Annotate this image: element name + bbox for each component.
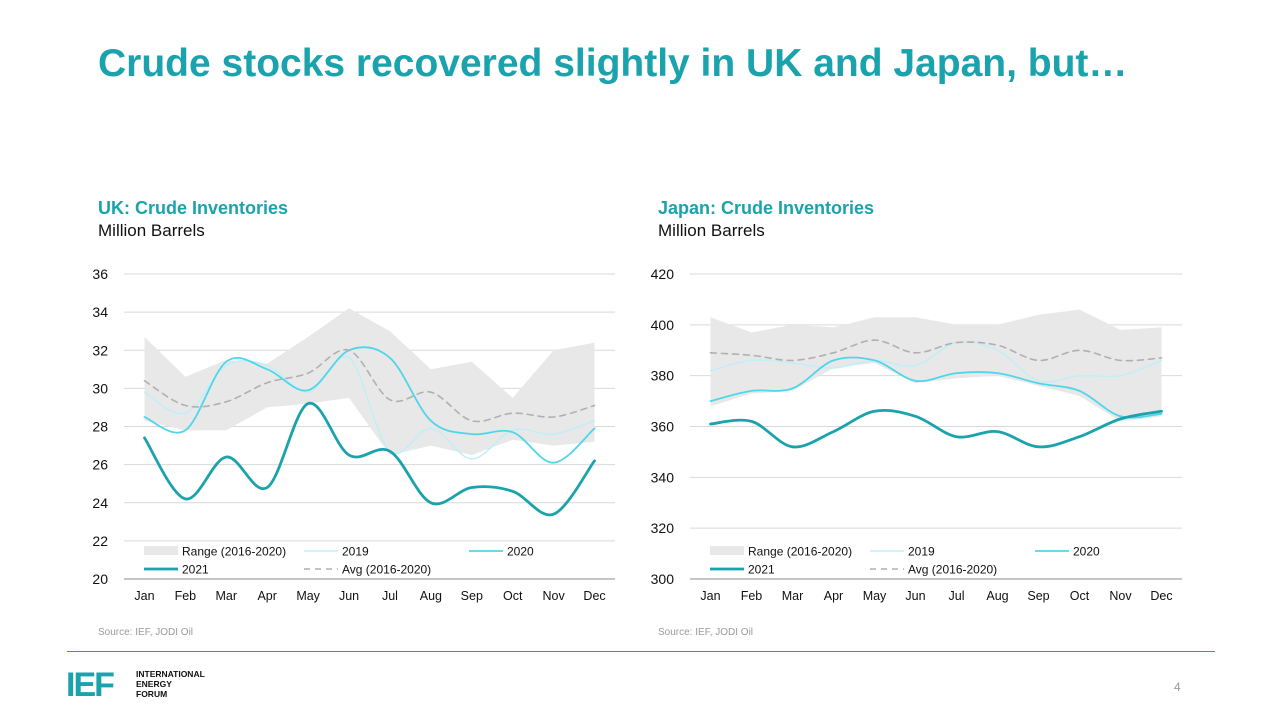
legend-label: 2019: [908, 545, 935, 559]
series-line-2021: [143, 402, 596, 517]
x-tick-label: Jul: [382, 589, 398, 603]
x-tick-label: Feb: [175, 589, 197, 603]
series-line-2019: [143, 355, 596, 460]
x-tick-label: Aug: [986, 589, 1008, 603]
japan-chart-title: Japan: Crude Inventories: [658, 198, 875, 218]
series-line-2020: [709, 356, 1163, 419]
x-tick-label: Nov: [1109, 589, 1132, 603]
logo-line: INTERNATIONAL: [136, 669, 205, 679]
x-tick-label: Mar: [782, 589, 804, 603]
y-tick-label: 26: [92, 457, 108, 473]
y-tick-label: 28: [92, 419, 108, 435]
legend-label: Avg (2016-2020): [908, 563, 997, 577]
legend-label: 2021: [182, 563, 209, 577]
x-tick-label: Mar: [216, 589, 238, 603]
x-tick-label: Jan: [134, 589, 154, 603]
legend-swatch-range: [710, 546, 744, 555]
japan-chart-subtitle: Million Barrels: [658, 221, 765, 240]
x-tick-label: Jan: [700, 589, 720, 603]
x-tick-label: May: [296, 589, 320, 603]
legend-swatch-range: [144, 546, 178, 555]
y-tick-label: 380: [651, 368, 675, 384]
y-tick-label: 34: [92, 304, 108, 320]
x-tick-label: Dec: [1150, 589, 1172, 603]
logo-line: FORUM: [136, 689, 168, 699]
series-line-2020: [143, 346, 596, 464]
y-tick-label: 340: [651, 469, 675, 485]
x-tick-label: Jul: [949, 589, 965, 603]
y-tick-label: 36: [92, 266, 108, 282]
x-tick-label: Feb: [741, 589, 763, 603]
uk-source-note: Source: IEF, JODI Oil: [98, 627, 194, 638]
series-line-avg-2016-2020: [709, 339, 1163, 362]
x-tick-label: Oct: [1070, 589, 1090, 603]
series-line-avg-2016-2020: [143, 348, 596, 423]
x-tick-label: Sep: [461, 589, 483, 603]
japan-source-note: Source: IEF, JODI Oil: [658, 627, 754, 638]
ief-logo: IEF: [66, 666, 115, 704]
y-tick-label: 24: [92, 495, 108, 511]
uk-chart-subtitle: Million Barrels: [98, 221, 205, 240]
legend-label: 2019: [342, 545, 369, 559]
x-tick-label: Jun: [339, 589, 359, 603]
y-tick-label: 320: [651, 520, 675, 536]
y-tick-label: 30: [92, 380, 108, 396]
legend-label: 2021: [748, 563, 775, 577]
logo-line: ENERGY: [136, 679, 172, 689]
x-tick-label: Aug: [420, 589, 442, 603]
series-line-2021: [709, 408, 1163, 449]
legend-label: Avg (2016-2020): [342, 563, 431, 577]
y-tick-label: 20: [92, 571, 108, 587]
page-number: 4: [1174, 680, 1181, 694]
footer-divider: [67, 651, 1215, 652]
legend-label: Range (2016-2020): [182, 545, 286, 559]
slide-title: Crude stocks recovered slightly in UK an…: [98, 42, 1128, 85]
y-tick-label: 420: [651, 266, 675, 282]
series-line-2019: [709, 341, 1163, 383]
range-band: [144, 308, 595, 456]
legend-label: 2020: [1073, 545, 1100, 559]
y-tick-label: 300: [651, 571, 675, 587]
legend-label: 2020: [507, 545, 534, 559]
x-tick-label: Apr: [824, 589, 843, 603]
x-tick-label: Oct: [503, 589, 523, 603]
x-tick-label: Nov: [543, 589, 566, 603]
x-tick-label: Sep: [1027, 589, 1049, 603]
ief-logo-text: INTERNATIONAL ENERGY FORUM: [136, 669, 205, 699]
x-tick-label: Apr: [257, 589, 276, 603]
x-tick-label: Dec: [583, 589, 605, 603]
uk-chart-title: UK: Crude Inventories: [98, 198, 289, 218]
legend-label: Range (2016-2020): [748, 545, 852, 559]
y-tick-label: 32: [92, 342, 108, 358]
y-tick-label: 360: [651, 419, 675, 435]
x-tick-label: Jun: [905, 589, 925, 603]
range-band: [710, 309, 1162, 422]
y-tick-label: 400: [651, 317, 675, 333]
x-tick-label: May: [863, 589, 887, 603]
y-tick-label: 22: [92, 533, 108, 549]
